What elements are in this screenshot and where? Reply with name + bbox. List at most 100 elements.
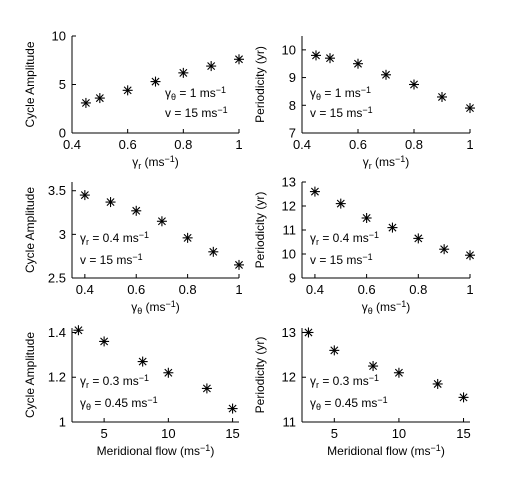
y-axis-label: Cycle Amplitude [23, 41, 37, 127]
parameter-annotation: γθ = 1 ms−1 [165, 85, 226, 101]
parameter-annotation: γθ = 0.45 ms−1 [80, 395, 158, 411]
parameter-annotation: v = 15 ms−1 [165, 105, 228, 120]
y-tick-label: 10 [282, 42, 296, 57]
data-point [439, 244, 450, 255]
x-tick-label: 0.4 [293, 137, 311, 152]
y-tick-label: 10 [282, 247, 296, 262]
data-point [73, 325, 84, 336]
chart-panel-5: 5 10 15 1 1.2 1.4 Meridional flow (ms−1) Cycle … [23, 325, 240, 458]
data-point [465, 103, 475, 114]
x-tick-label: 0.8 [174, 137, 192, 152]
y-tick-label: 1 [59, 415, 66, 430]
parameter-annotation: γr = 0.3 ms−1 [310, 373, 379, 389]
data-point [182, 232, 193, 243]
chart-panel-2: 0.4 0.6 0.8 1 7 8 9 10 γr (ms−1) Periodicity (yr)… [253, 36, 475, 171]
data-point [201, 383, 212, 394]
x-tick-label: 0.4 [306, 282, 324, 297]
data-point [105, 197, 116, 208]
data-point [234, 54, 244, 65]
x-tick-label: 0.8 [409, 282, 427, 297]
x-tick-label: 0.4 [76, 282, 94, 297]
y-axis-label: Cycle Amplitude [23, 187, 37, 273]
y-tick-label: 9 [289, 271, 296, 286]
data-point [309, 186, 320, 197]
data-point [131, 205, 142, 216]
data-point [368, 361, 379, 372]
y-tick-label: 2.5 [48, 271, 66, 286]
y-tick-label: 8 [289, 98, 296, 113]
x-tick-label: 5 [331, 426, 338, 441]
x-axis-label: γr (ms−1) [132, 154, 179, 170]
data-point [178, 67, 189, 78]
data-point [381, 69, 391, 80]
x-tick-label: 0.4 [63, 137, 81, 152]
parameter-annotation: v = 15 ms−1 [310, 105, 373, 120]
data-point [311, 50, 321, 61]
y-tick-label: 1.2 [48, 370, 66, 385]
y-tick-label: 12 [282, 370, 296, 385]
x-axis-label: Meridional flow (ms−1) [327, 443, 445, 458]
x-axis-label: Meridional flow (ms−1) [97, 443, 215, 458]
y-tick-label: 1.4 [48, 325, 66, 340]
x-tick-label: 1 [235, 137, 242, 152]
parameter-annotation: v = 15 ms−1 [80, 252, 143, 267]
parameter-annotation: γr = 0.4 ms−1 [80, 230, 149, 246]
y-tick-label: 3.5 [48, 183, 66, 198]
x-tick-label: 15 [225, 426, 239, 441]
data-point [335, 198, 346, 209]
data-point [329, 345, 340, 356]
data-point [437, 91, 447, 102]
y-tick-label: 7 [289, 126, 296, 141]
parameter-annotation: γθ = 0.45 ms−1 [310, 395, 388, 411]
data-point [206, 61, 217, 72]
x-tick-label: 0.6 [349, 137, 367, 152]
data-point [79, 190, 90, 201]
parameter-annotation: v = 15 ms−1 [310, 252, 373, 267]
x-tick-label: 5 [100, 426, 107, 441]
x-tick-label: 15 [456, 426, 470, 441]
data-point [303, 327, 314, 338]
data-point [465, 250, 475, 261]
y-axis-label: Cycle Amplitude [23, 332, 37, 418]
x-tick-label: 0.6 [358, 282, 376, 297]
y-tick-label: 11 [283, 415, 297, 430]
chart-panel-6: 5 10 15 11 12 13 Meridional flow (ms−1) Periodi… [253, 325, 471, 458]
y-tick-label: 5 [59, 77, 66, 92]
data-point [234, 259, 244, 270]
x-tick-label: 0.8 [405, 137, 423, 152]
data-point [94, 93, 105, 104]
y-tick-label: 11 [283, 223, 297, 238]
x-tick-label: 0.6 [119, 137, 137, 152]
y-tick-label: 10 [52, 29, 66, 44]
y-tick-label: 0 [59, 126, 66, 141]
data-point [227, 403, 238, 414]
data-point [80, 97, 91, 108]
y-tick-label: 3 [59, 227, 66, 242]
y-tick-label: 12 [282, 199, 296, 214]
x-tick-label: 1 [466, 282, 473, 297]
x-tick-label: 10 [161, 426, 175, 441]
data-point [353, 58, 363, 69]
x-axis-label: γθ (ms−1) [362, 299, 411, 315]
x-axis-label: γθ (ms−1) [131, 299, 180, 315]
x-tick-label: 0.8 [179, 282, 197, 297]
data-point [393, 367, 404, 378]
x-tick-label: 10 [392, 426, 406, 441]
data-point [156, 216, 167, 227]
data-point [361, 213, 372, 223]
chart-panel-4: 0.4 0.6 0.8 1 9 10 11 12 13 γθ (ms−1) Periodicity … [253, 175, 475, 316]
chart-panel-3: 0.4 0.6 0.8 1 2.5 3 3.5 γθ (ms−1) Cycle Amplitud… [23, 182, 244, 316]
data-point [150, 76, 161, 87]
y-axis-label: Periodicity (yr) [253, 46, 267, 123]
data-point [325, 53, 335, 64]
data-point [122, 85, 133, 96]
data-point [208, 246, 219, 257]
data-point [99, 336, 110, 347]
parameter-annotation: γr = 0.4 ms−1 [310, 230, 379, 246]
data-point [409, 79, 419, 90]
x-tick-label: 1 [235, 282, 242, 297]
data-point [137, 356, 148, 367]
x-axis-label: γr (ms−1) [363, 154, 410, 170]
